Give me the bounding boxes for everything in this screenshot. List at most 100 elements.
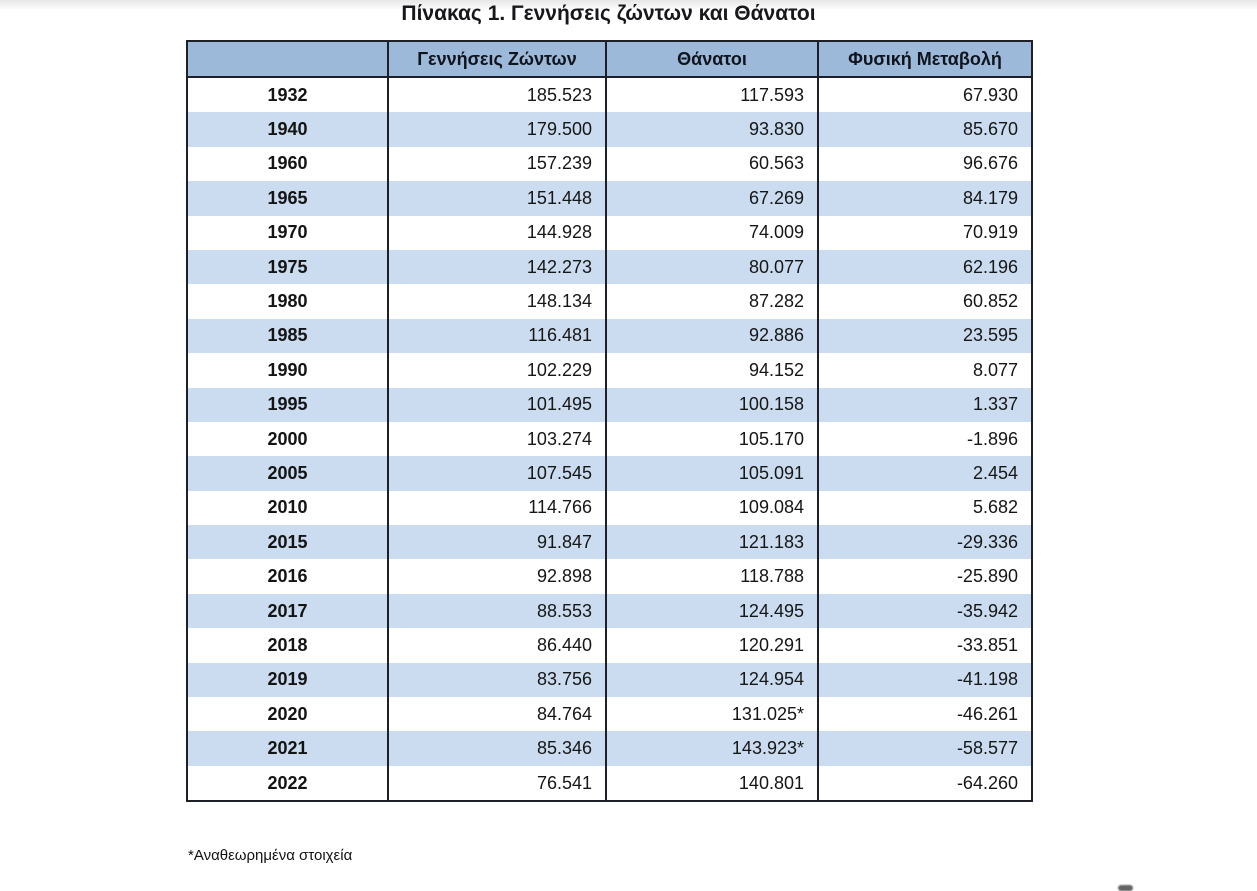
table-row: 1980 148.134 87.282 60.852 [187, 284, 1032, 319]
births-cell: 185.523 [387, 77, 606, 113]
deaths-cell: 92.886 [605, 318, 818, 354]
births-cell: 83.756 [387, 662, 606, 698]
table-row: 2022 76.541 140.801 -64.260 [187, 765, 1032, 802]
table-header-row: Γεννήσεις Ζώντων Θάνατοι Φυσική Μεταβολή [187, 41, 1032, 78]
deaths-cell: 109.084 [605, 490, 818, 526]
births-cell: 107.545 [387, 456, 606, 491]
deaths-cell: 124.954 [605, 662, 818, 698]
table-row: 2020 84.764 131.025* -46.261 [187, 697, 1032, 732]
births-cell: 144.928 [387, 215, 606, 250]
births-cell: 114.766 [387, 490, 606, 526]
natural-change-cell: 96.676 [817, 146, 1032, 182]
births-cell: 86.440 [387, 628, 606, 663]
year-cell: 1932 [187, 77, 388, 113]
year-cell: 2022 [187, 765, 388, 802]
table-row: 2019 83.756 124.954 -41.198 [187, 662, 1032, 698]
births-cell: 103.274 [387, 421, 606, 457]
table-row: 2016 92.898 118.788 -25.890 [187, 559, 1032, 594]
natural-change-cell: 23.595 [817, 318, 1032, 354]
natural-change-cell: -35.942 [817, 593, 1032, 629]
births-cell: 84.764 [387, 697, 606, 732]
deaths-cell: 60.563 [605, 146, 818, 182]
year-cell: 1995 [187, 387, 388, 422]
births-cell: 151.448 [387, 181, 606, 216]
table-row: 2005 107.545 105.091 2.454 [187, 456, 1032, 491]
deaths-cell: 140.801 [605, 765, 818, 802]
deaths-cell: 94.152 [605, 353, 818, 388]
deaths-cell: 87.282 [605, 284, 818, 319]
natural-change-cell: -33.851 [817, 628, 1032, 663]
births-cell: 148.134 [387, 284, 606, 319]
deaths-cell: 105.170 [605, 421, 818, 457]
year-cell: 2015 [187, 525, 388, 560]
births-cell: 92.898 [387, 559, 606, 594]
table-row: 1975 142.273 80.077 62.196 [187, 249, 1032, 285]
deaths-cell: 120.291 [605, 628, 818, 663]
table-row: 1995 101.495 100.158 1.337 [187, 387, 1032, 422]
table-row: 2000 103.274 105.170 -1.896 [187, 421, 1032, 457]
natural-change-cell: -25.890 [817, 559, 1032, 594]
year-cell: 1960 [187, 146, 388, 182]
col-header-natural-change: Φυσική Μεταβολή [817, 41, 1032, 78]
deaths-cell: 100.158 [605, 387, 818, 422]
deaths-cell: 124.495 [605, 593, 818, 629]
col-header-year [187, 41, 388, 78]
table-row: 2017 88.553 124.495 -35.942 [187, 593, 1032, 629]
table-row: 2015 91.847 121.183 -29.336 [187, 525, 1032, 560]
year-cell: 2000 [187, 421, 388, 457]
natural-change-cell: 62.196 [817, 249, 1032, 285]
deaths-cell: 117.593 [605, 77, 818, 113]
year-cell: 2017 [187, 593, 388, 629]
table-row: 2010 114.766 109.084 5.682 [187, 490, 1032, 526]
natural-change-cell: 60.852 [817, 284, 1032, 319]
year-cell: 2016 [187, 559, 388, 594]
year-cell: 1965 [187, 181, 388, 216]
births-cell: 91.847 [387, 525, 606, 560]
year-cell: 2018 [187, 628, 388, 663]
deaths-cell: 118.788 [605, 559, 818, 594]
table-row: 1970 144.928 74.009 70.919 [187, 215, 1032, 250]
table-row: 1990 102.229 94.152 8.077 [187, 353, 1032, 388]
cropped-page-number-mark [1118, 885, 1133, 891]
natural-change-cell: 1.337 [817, 387, 1032, 422]
table-title: Πίνακας 1. Γεννήσεις ζώντων και Θάνατοι [401, 2, 816, 25]
births-cell: 101.495 [387, 387, 606, 422]
births-deaths-table: Γεννήσεις Ζώντων Θάνατοι Φυσική Μεταβολή… [186, 40, 1033, 803]
natural-change-cell: -64.260 [817, 765, 1032, 802]
natural-change-cell: -1.896 [817, 421, 1032, 457]
births-cell: 76.541 [387, 765, 606, 802]
natural-change-cell: -58.577 [817, 731, 1032, 766]
year-cell: 1985 [187, 318, 388, 354]
col-header-live-births: Γεννήσεις Ζώντων [387, 41, 606, 78]
year-cell: 2010 [187, 490, 388, 526]
natural-change-cell: 5.682 [817, 490, 1032, 526]
table-row: 1932 185.523 117.593 67.930 [187, 77, 1032, 113]
natural-change-cell: 85.670 [817, 112, 1032, 147]
year-cell: 1970 [187, 215, 388, 250]
natural-change-cell: 8.077 [817, 353, 1032, 388]
births-cell: 179.500 [387, 112, 606, 147]
deaths-cell: 93.830 [605, 112, 818, 147]
page-top-edge [0, 0, 1257, 9]
deaths-cell: 121.183 [605, 525, 818, 560]
births-cell: 142.273 [387, 249, 606, 285]
table-row: 1960 157.239 60.563 96.676 [187, 146, 1032, 182]
natural-change-cell: -46.261 [817, 697, 1032, 732]
natural-change-cell: -29.336 [817, 525, 1032, 560]
year-cell: 1980 [187, 284, 388, 319]
year-cell: 2005 [187, 456, 388, 491]
year-cell: 2021 [187, 731, 388, 766]
table-row: 1940 179.500 93.830 85.670 [187, 112, 1032, 147]
table-row: 1985 116.481 92.886 23.595 [187, 318, 1032, 354]
year-cell: 1990 [187, 353, 388, 388]
natural-change-cell: 70.919 [817, 215, 1032, 250]
births-cell: 85.346 [387, 731, 606, 766]
deaths-cell: 67.269 [605, 181, 818, 216]
year-cell: 2019 [187, 662, 388, 698]
births-cell: 88.553 [387, 593, 606, 629]
natural-change-cell: 2.454 [817, 456, 1032, 491]
year-cell: 2020 [187, 697, 388, 732]
table-row: 2021 85.346 143.923* -58.577 [187, 731, 1032, 766]
deaths-cell: 80.077 [605, 249, 818, 285]
births-cell: 157.239 [387, 146, 606, 182]
